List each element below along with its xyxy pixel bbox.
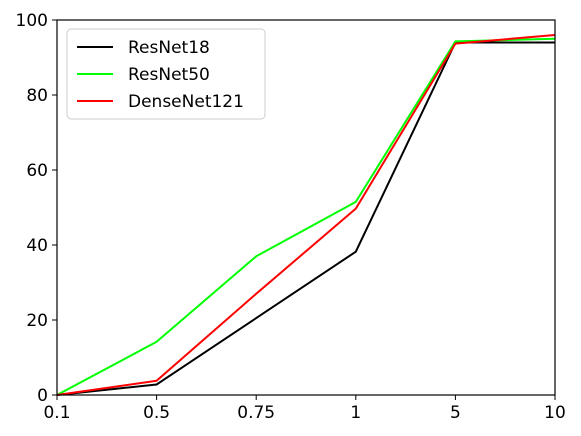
legend: ResNet18 ResNet50 DenseNet121 xyxy=(66,28,266,120)
series-line-resnet50 xyxy=(56,37,556,396)
legend-label: ResNet18 xyxy=(128,38,210,58)
x-tick-label: 10 xyxy=(544,403,566,423)
y-tick-label: 60 xyxy=(26,161,48,181)
x-tick-label: 0.75 xyxy=(237,403,275,423)
legend-label: ResNet50 xyxy=(128,65,210,85)
y-tick-label: 80 xyxy=(26,86,48,106)
x-axis: 0.1 0.5 0.75 1 5 10 xyxy=(43,395,566,423)
y-tick-label: 0 xyxy=(37,386,48,406)
x-tick-label: 0.5 xyxy=(143,403,170,423)
plot-frame xyxy=(56,19,556,396)
x-tick-label: 5 xyxy=(450,403,461,423)
legend-label: DenseNet121 xyxy=(128,92,244,112)
series-lines xyxy=(56,34,556,396)
y-axis: 0 20 40 60 80 100 xyxy=(16,11,57,406)
legend-box xyxy=(66,28,266,120)
y-tick-label: 20 xyxy=(26,311,48,331)
y-tick-label: 100 xyxy=(16,11,48,31)
x-tick-label: 1 xyxy=(350,403,361,423)
series-line-densenet121 xyxy=(56,34,556,396)
x-tick-label: 0.1 xyxy=(43,403,70,423)
y-tick-label: 40 xyxy=(26,236,48,256)
